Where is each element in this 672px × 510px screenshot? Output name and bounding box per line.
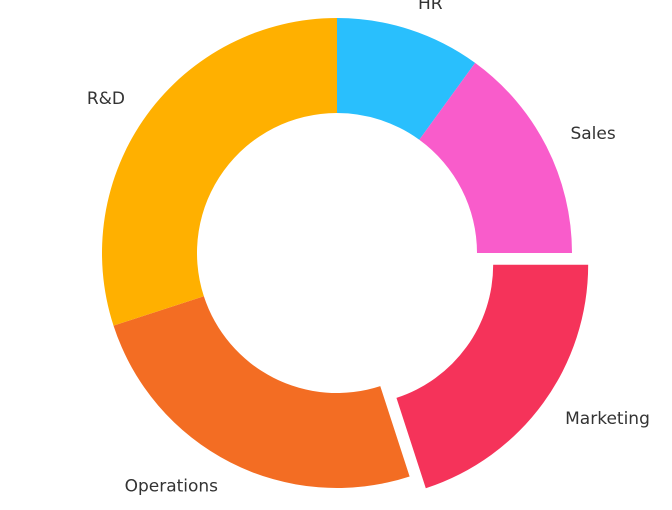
- donut-slice: [101, 18, 338, 326]
- donut-slice: [337, 18, 476, 140]
- donut-slice: [396, 264, 589, 489]
- donut-slice: [419, 62, 572, 253]
- slice-label: Marketing: [565, 409, 650, 429]
- donut-slice: [113, 296, 410, 489]
- slice-label: R&D: [87, 89, 125, 109]
- slice-label: HR: [418, 0, 443, 14]
- slice-label: Operations: [125, 476, 219, 496]
- slice-label: Sales: [570, 124, 615, 144]
